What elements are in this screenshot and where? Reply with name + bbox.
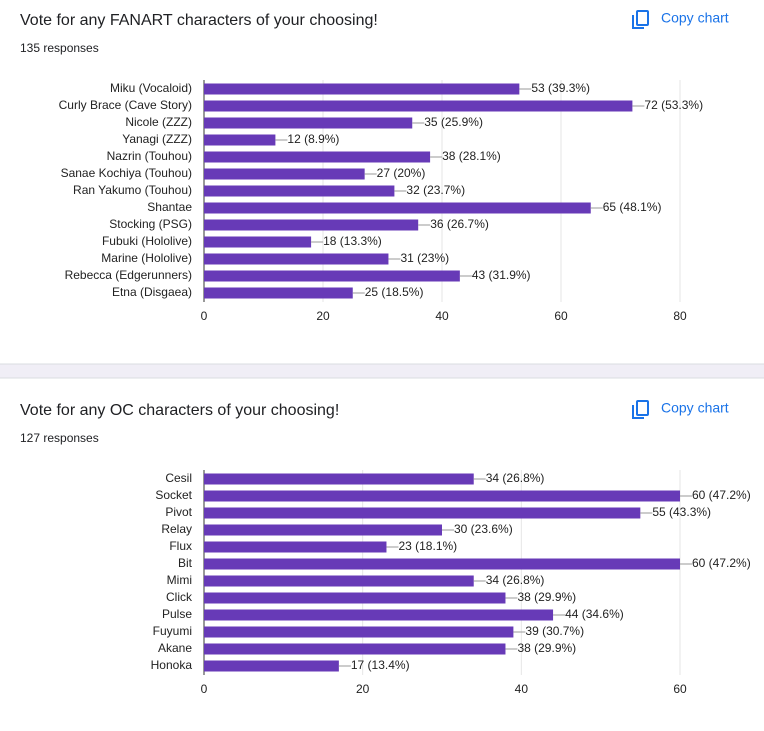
- bar: [204, 643, 506, 655]
- bar: [204, 609, 554, 621]
- y-tick-label: Socket: [155, 488, 192, 502]
- bar: [204, 473, 474, 485]
- bar: [204, 185, 395, 197]
- bar: [204, 575, 474, 587]
- bar: [204, 168, 365, 180]
- copy-chart-button[interactable]: Copy chart: [661, 400, 729, 416]
- data-label: 72 (53.3%): [644, 98, 703, 112]
- bar: [204, 151, 431, 163]
- bar: [204, 558, 680, 570]
- bar: [204, 626, 514, 638]
- data-label: 34 (26.8%): [486, 471, 545, 485]
- y-tick-label: Shantae: [147, 200, 192, 214]
- bar: [204, 236, 312, 248]
- data-label: 60 (47.2%): [692, 556, 751, 570]
- y-tick-label: Mimi: [167, 573, 192, 587]
- data-label: 27 (20%): [377, 166, 426, 180]
- y-tick-label: Curly Brace (Cave Story): [59, 98, 192, 112]
- bar: [204, 541, 387, 553]
- data-label: 43 (31.9%): [472, 268, 531, 282]
- y-tick-label: Yanagi (ZZZ): [122, 132, 192, 146]
- data-label: 55 (43.3%): [652, 505, 711, 519]
- data-label: 36 (26.7%): [430, 217, 489, 231]
- bar: [204, 490, 680, 502]
- data-label: 60 (47.2%): [692, 488, 751, 502]
- data-label: 23 (18.1%): [398, 539, 457, 553]
- y-tick-label: Nazrin (Touhou): [107, 149, 192, 163]
- data-label: 32 (23.7%): [406, 183, 465, 197]
- data-label: 35 (25.9%): [424, 115, 483, 129]
- data-label: 25 (18.5%): [365, 285, 424, 299]
- data-label: 44 (34.6%): [565, 607, 624, 621]
- bar: [204, 507, 641, 519]
- y-tick-label: Rebecca (Edgerunners): [65, 268, 192, 282]
- y-tick-label: Flux: [169, 539, 192, 553]
- y-tick-label: Relay: [161, 522, 192, 536]
- y-tick-label: Honoka: [151, 658, 193, 672]
- x-tick-label: 80: [673, 309, 687, 323]
- y-tick-label: Fuyumi: [153, 624, 192, 638]
- copy-icon[interactable]: [632, 15, 644, 29]
- y-tick-label: Stocking (PSG): [109, 217, 192, 231]
- response-count: 127 responses: [20, 431, 99, 445]
- x-tick-label: 0: [201, 682, 208, 696]
- bar: [204, 270, 460, 282]
- data-label: 18 (13.3%): [323, 234, 382, 248]
- bar: [204, 117, 413, 129]
- data-label: 17 (13.4%): [351, 658, 410, 672]
- data-label: 12 (8.9%): [287, 132, 339, 146]
- bar: [204, 219, 419, 231]
- data-label: 38 (29.9%): [517, 590, 576, 604]
- bar: [204, 660, 339, 672]
- bar: [204, 592, 506, 604]
- copy-icon[interactable]: [636, 10, 649, 26]
- card-gap: [0, 364, 764, 378]
- y-tick-label: Ran Yakumo (Touhou): [73, 183, 192, 197]
- y-tick-label: Fubuki (Hololive): [102, 234, 192, 248]
- y-tick-label: Sanae Kochiya (Touhou): [61, 166, 192, 180]
- x-tick-label: 60: [673, 682, 687, 696]
- data-label: 31 (23%): [400, 251, 449, 265]
- x-tick-label: 20: [356, 682, 370, 696]
- bar: [204, 134, 276, 146]
- data-label: 65 (48.1%): [603, 200, 662, 214]
- y-tick-label: Pivot: [165, 505, 192, 519]
- x-tick-label: 40: [515, 682, 529, 696]
- response-count: 135 responses: [20, 41, 99, 55]
- y-tick-label: Click: [166, 590, 193, 604]
- data-label: 38 (29.9%): [517, 641, 576, 655]
- chart-title: Vote for any OC characters of your choos…: [20, 402, 339, 419]
- bar: [204, 100, 633, 112]
- bar: [204, 202, 591, 214]
- x-tick-label: 20: [316, 309, 330, 323]
- data-label: 39 (30.7%): [525, 624, 584, 638]
- y-tick-label: Miku (Vocaloid): [110, 81, 192, 95]
- bar: [204, 287, 353, 299]
- data-label: 30 (23.6%): [454, 522, 513, 536]
- x-tick-label: 60: [554, 309, 568, 323]
- y-tick-label: Akane: [158, 641, 192, 655]
- copy-icon[interactable]: [636, 400, 649, 416]
- data-label: 38 (28.1%): [442, 149, 501, 163]
- data-label: 53 (39.3%): [531, 81, 590, 95]
- bar: [204, 524, 442, 536]
- bar: [204, 253, 389, 265]
- data-label: 34 (26.8%): [486, 573, 545, 587]
- y-tick-label: Etna (Disgaea): [112, 285, 192, 299]
- copy-icon[interactable]: [632, 405, 644, 419]
- y-tick-label: Pulse: [162, 607, 192, 621]
- y-tick-label: Marine (Hololive): [101, 251, 192, 265]
- x-tick-label: 0: [201, 309, 208, 323]
- bar: [204, 83, 520, 95]
- copy-chart-button[interactable]: Copy chart: [661, 10, 729, 26]
- y-tick-label: Cesil: [165, 471, 192, 485]
- y-tick-label: Nicole (ZZZ): [125, 115, 192, 129]
- y-tick-label: Bit: [178, 556, 193, 570]
- chart-title: Vote for any FANART characters of your c…: [20, 12, 378, 29]
- x-tick-label: 40: [435, 309, 449, 323]
